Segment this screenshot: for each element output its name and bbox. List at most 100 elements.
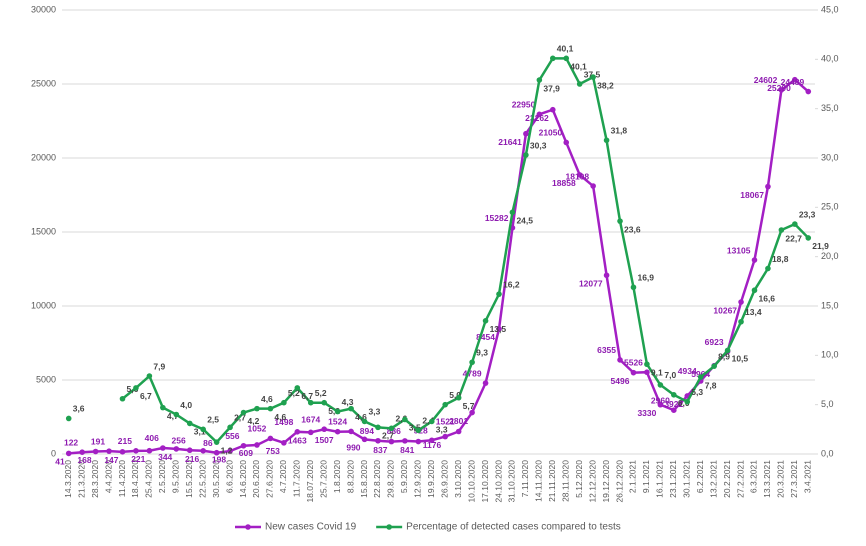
data-point [79, 449, 85, 455]
x-tick-label: 9.5.2020 [171, 460, 181, 493]
data-point [92, 448, 99, 455]
data-point [603, 137, 610, 144]
x-tick-label: 29.8.2020 [386, 460, 396, 498]
data-point [455, 428, 462, 435]
y-tick-label: 15000 [31, 226, 56, 236]
x-tick-label: 14.3.2020 [63, 460, 73, 498]
x-tick-label: 20.2.2021 [722, 460, 732, 498]
data-point [388, 438, 395, 445]
data-point [173, 446, 180, 452]
data-label: 886 [387, 426, 401, 436]
data-point [254, 442, 260, 448]
data-point [415, 427, 422, 434]
data-label: 18108 [565, 171, 589, 181]
data-label: 18,8 [772, 254, 789, 264]
data-point [536, 111, 543, 118]
data-label: 13,4 [745, 307, 762, 317]
data-point [254, 405, 260, 412]
data-label: 556 [225, 431, 239, 441]
x-tick-label: 11.4.2020 [117, 460, 127, 497]
x-tick-label: 1.8.2020 [332, 460, 342, 493]
data-label: 86 [203, 438, 213, 448]
x-tick-label: 6.2.2021 [695, 460, 705, 493]
data-label: 9,3 [476, 347, 488, 357]
x-tick-label: 15.5.2020 [184, 460, 194, 498]
data-label: 3330 [637, 408, 656, 418]
x-tick-label: 25.4.2020 [144, 460, 154, 498]
x-tick-label: 20.6.2020 [251, 460, 261, 498]
data-label: 4789 [463, 368, 482, 378]
y2-tick-label: 40,0 [821, 54, 839, 64]
data-label: 5,3 [691, 387, 703, 397]
data-point [765, 265, 771, 272]
legend-label: New cases Covid 19 [265, 522, 357, 533]
data-label: 3,5 [409, 423, 421, 433]
x-tick-label: 22.5.2020 [197, 460, 207, 498]
data-label: 41 [55, 457, 65, 467]
data-label: 2,5 [207, 415, 219, 425]
data-label: 5964 [691, 369, 710, 379]
data-point [778, 87, 785, 93]
data-label: 4,0 [180, 400, 192, 410]
data-label: 10267 [713, 305, 737, 315]
data-label: 21641 [498, 137, 522, 147]
data-label: 4,6 [261, 394, 273, 404]
data-label: 7,9 [153, 361, 165, 371]
data-label: 1463 [288, 436, 307, 446]
data-point [482, 380, 489, 386]
data-label: 25290 [767, 83, 791, 93]
data-label: 18067 [740, 190, 764, 200]
x-tick-label: 5.9.2020 [399, 460, 409, 493]
x-tick-label: 13.3.2021 [762, 460, 772, 498]
data-point [186, 447, 193, 454]
data-point [119, 449, 126, 455]
data-point [133, 385, 139, 391]
x-tick-label: 31.10.2020 [507, 460, 517, 503]
x-tick-label: 4.7.2020 [278, 460, 288, 493]
data-label: 1052 [247, 424, 266, 434]
data-label: 3,1 [194, 427, 206, 437]
data-point [240, 409, 247, 416]
data-point [65, 450, 72, 457]
y-tick-label: 25000 [31, 78, 56, 88]
x-tick-label: 23.1.2021 [668, 460, 678, 498]
x-tick-label: 19.9.2020 [426, 460, 436, 498]
data-label: 15282 [485, 213, 509, 223]
data-point [428, 418, 435, 425]
data-point [617, 218, 623, 224]
data-label: 191 [91, 436, 105, 446]
data-point [563, 139, 570, 146]
x-tick-label: 22.8.2020 [372, 460, 382, 498]
data-point [617, 357, 623, 363]
data-label: 23,3 [799, 209, 816, 219]
data-label: 5496 [611, 376, 630, 386]
data-point [307, 429, 314, 436]
data-point [173, 411, 180, 418]
data-point [361, 418, 368, 425]
data-point [227, 448, 233, 454]
data-label: 344 [158, 452, 172, 462]
data-point [267, 405, 274, 412]
data-label: 37,9 [543, 83, 560, 93]
data-label: 7,0 [664, 370, 676, 380]
data-label: 216 [185, 454, 199, 464]
data-point [213, 439, 220, 445]
data-label: 2,7 [234, 413, 246, 423]
x-tick-label: 24.10.2020 [493, 460, 503, 503]
data-label: 168 [77, 455, 91, 465]
data-point [469, 359, 475, 366]
x-tick-label: 13.2.2021 [708, 460, 718, 498]
data-label: 5,2 [315, 388, 327, 398]
data-label: 753 [266, 446, 280, 456]
data-label: 1674 [301, 414, 320, 424]
data-label: 5,2 [288, 388, 300, 398]
x-tick-label: 7.11.2020 [520, 460, 530, 497]
legend-marker [386, 524, 392, 530]
data-point [119, 395, 126, 402]
y-tick-label: 30000 [31, 4, 56, 14]
x-tick-label: 17.10.2020 [480, 460, 490, 503]
data-label: 5,7 [463, 401, 475, 411]
y2-tick-label: 20,0 [821, 251, 839, 261]
data-point [146, 373, 153, 379]
data-point [442, 401, 449, 408]
